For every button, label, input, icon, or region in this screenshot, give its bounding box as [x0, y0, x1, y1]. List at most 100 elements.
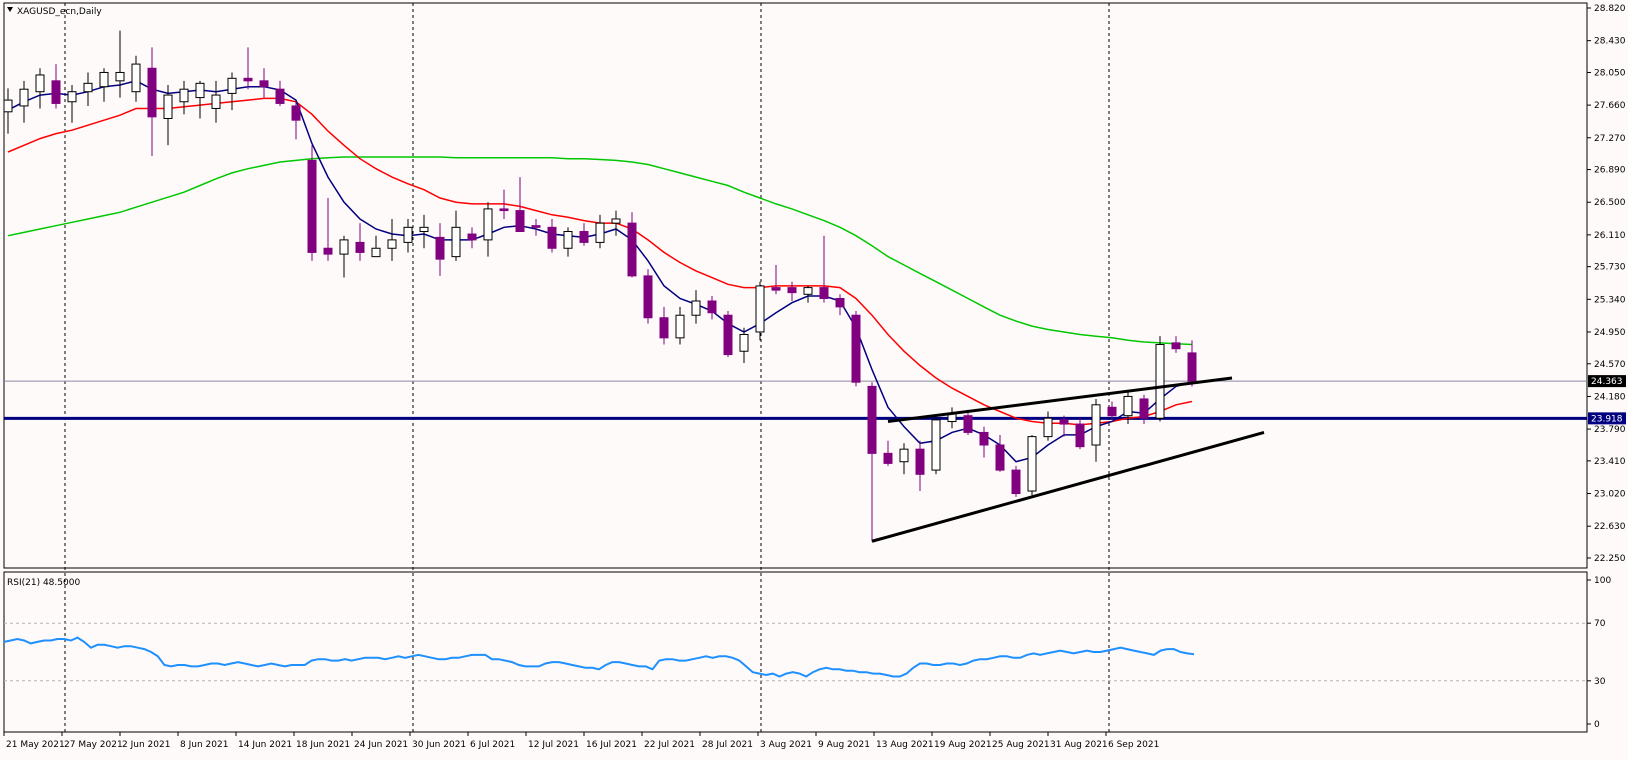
date-tick-label: 9 Aug 2021 [818, 740, 870, 750]
bear-candle [627, 212, 637, 278]
bear-candle [1011, 465, 1021, 497]
candle-body [1011, 469, 1021, 495]
bull-candle [739, 327, 749, 363]
bear-candle [547, 218, 557, 253]
bull-candle [195, 80, 205, 119]
price-tick-label: 27.270 [1594, 134, 1626, 144]
candle-body [467, 233, 477, 241]
candle-body [803, 287, 813, 295]
price-tick-label: 22.250 [1594, 554, 1626, 564]
rsi-tick-label: 0 [1594, 720, 1600, 730]
symbol-header: XAGUSD_ecn,Daily [7, 7, 102, 17]
bear-candle [883, 440, 893, 466]
price-tag-box [1588, 375, 1626, 388]
price-tick-label: 25.730 [1594, 263, 1626, 273]
bull-candle [179, 80, 189, 115]
candle-body [1059, 419, 1069, 425]
bear-candle [643, 269, 653, 324]
bull-candle [611, 210, 621, 236]
date-tick-label: 19 Aug 2021 [934, 740, 992, 750]
bear-candle [771, 265, 781, 295]
date-tick-label: 30 Jun 2021 [412, 740, 466, 750]
price-tick-label: 28.820 [1594, 4, 1626, 14]
bear-candle [979, 426, 989, 458]
bear-candle [707, 295, 717, 320]
price-tick-label: 23.020 [1594, 490, 1626, 500]
price-tick-label: 24.570 [1594, 360, 1626, 370]
bear-candle [579, 223, 589, 246]
bear-candle [1107, 401, 1117, 420]
bear-candle [867, 382, 877, 542]
bull-candle [83, 72, 93, 106]
bear-candle [467, 227, 477, 249]
candle-body [99, 71, 109, 88]
bull-candle [451, 210, 461, 261]
bull-candle [675, 306, 685, 345]
candle-body [51, 80, 61, 104]
candle-body [83, 82, 93, 93]
bull-candle [387, 218, 397, 261]
candle-body [3, 99, 13, 113]
candle-body [291, 105, 301, 121]
bear-candle [1187, 340, 1197, 387]
bull-candle [211, 80, 221, 123]
price-tick-label: 26.890 [1594, 166, 1626, 176]
candle-body [611, 218, 621, 224]
candle-body [387, 239, 397, 249]
date-tick-label: 31 Aug 2021 [1050, 740, 1108, 750]
candle-body [483, 208, 493, 241]
bear-candle [275, 80, 285, 106]
candle-body [1075, 423, 1085, 448]
symbol-label: XAGUSD_ecn,Daily [17, 7, 102, 17]
bull-candle [803, 285, 813, 303]
bear-candle [819, 235, 829, 303]
price-tick-label: 25.340 [1594, 295, 1626, 305]
bear-candle [851, 311, 861, 387]
candle-body [595, 222, 605, 243]
candle-body [1155, 344, 1165, 419]
bear-candle [1059, 415, 1069, 437]
price-tick-label: 24.950 [1594, 328, 1626, 338]
bull-candle [563, 227, 573, 257]
candle-body [323, 247, 333, 255]
date-tick-label: 12 Jul 2021 [528, 740, 579, 750]
candle-body [995, 444, 1005, 471]
bull-candle [1027, 434, 1037, 496]
bull-candle [755, 281, 765, 341]
bull-candle [163, 85, 173, 146]
bear-candle [723, 311, 733, 358]
date-tick-label: 2 Jun 2021 [122, 740, 170, 750]
price-tick-label: 26.110 [1594, 231, 1626, 241]
candle-body [67, 91, 77, 103]
bull-candle [67, 85, 77, 123]
rsi-label: RSI(21) 48.5000 [7, 578, 80, 588]
price-tick-label: 23.410 [1594, 457, 1626, 467]
date-axis: 21 May 2021 27 May 2021 2 Jun 2021 8 Jun 20… [3, 732, 1159, 750]
candle-body [1123, 395, 1133, 417]
candle-body [275, 88, 285, 104]
candle-body [1043, 417, 1053, 438]
date-tick-label: 18 Jun 2021 [296, 740, 350, 750]
date-tick-label: 14 Jun 2021 [238, 740, 292, 750]
candle-body [1091, 404, 1101, 446]
candle-body [771, 287, 781, 291]
candle-body [227, 77, 237, 94]
bear-candle [787, 281, 797, 301]
price-tag-label: 24.363 [1591, 377, 1623, 387]
bull-candle [131, 55, 141, 102]
bear-candle [835, 294, 845, 316]
rsi-tick-label: 30 [1594, 677, 1606, 687]
date-tick-label: 6 Jul 2021 [470, 740, 515, 750]
bear-candle [1075, 418, 1085, 450]
horizontal-levels [4, 380, 1587, 420]
trendlines [871, 376, 1265, 543]
candle-body [851, 314, 861, 383]
candle-body [355, 241, 365, 253]
date-tick-label: 27 May 2021 [64, 740, 123, 750]
candle-body [1027, 436, 1037, 492]
candles [3, 30, 1197, 542]
candle-body [627, 222, 637, 277]
date-tick-label: 21 May 2021 [6, 740, 65, 750]
candle-body [899, 448, 909, 463]
